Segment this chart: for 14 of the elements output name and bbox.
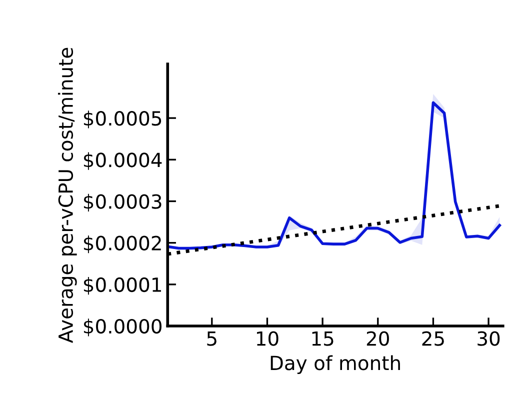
y-tick-label: $0.0003 bbox=[84, 194, 162, 212]
y-tick-label: $0.0000 bbox=[84, 318, 162, 336]
x-axis-title: Day of month bbox=[270, 355, 400, 374]
x-tick-label: 25 bbox=[422, 331, 444, 346]
x-tick-label: 30 bbox=[478, 331, 500, 346]
y-tick-label: $0.0004 bbox=[84, 152, 162, 170]
y-tick-label: $0.0001 bbox=[84, 277, 161, 295]
x-tick-label: 5 bbox=[207, 331, 216, 346]
x-tick-label: 15 bbox=[312, 331, 334, 346]
y-tick-label: $0.0005 bbox=[84, 110, 162, 128]
x-tick-label: 20 bbox=[366, 331, 389, 346]
y-axis-title: Average per-vCPU cost/minute bbox=[58, 48, 77, 343]
x-tick-label: 10 bbox=[256, 331, 278, 346]
y-tick-label: $0.0002 bbox=[84, 235, 161, 254]
